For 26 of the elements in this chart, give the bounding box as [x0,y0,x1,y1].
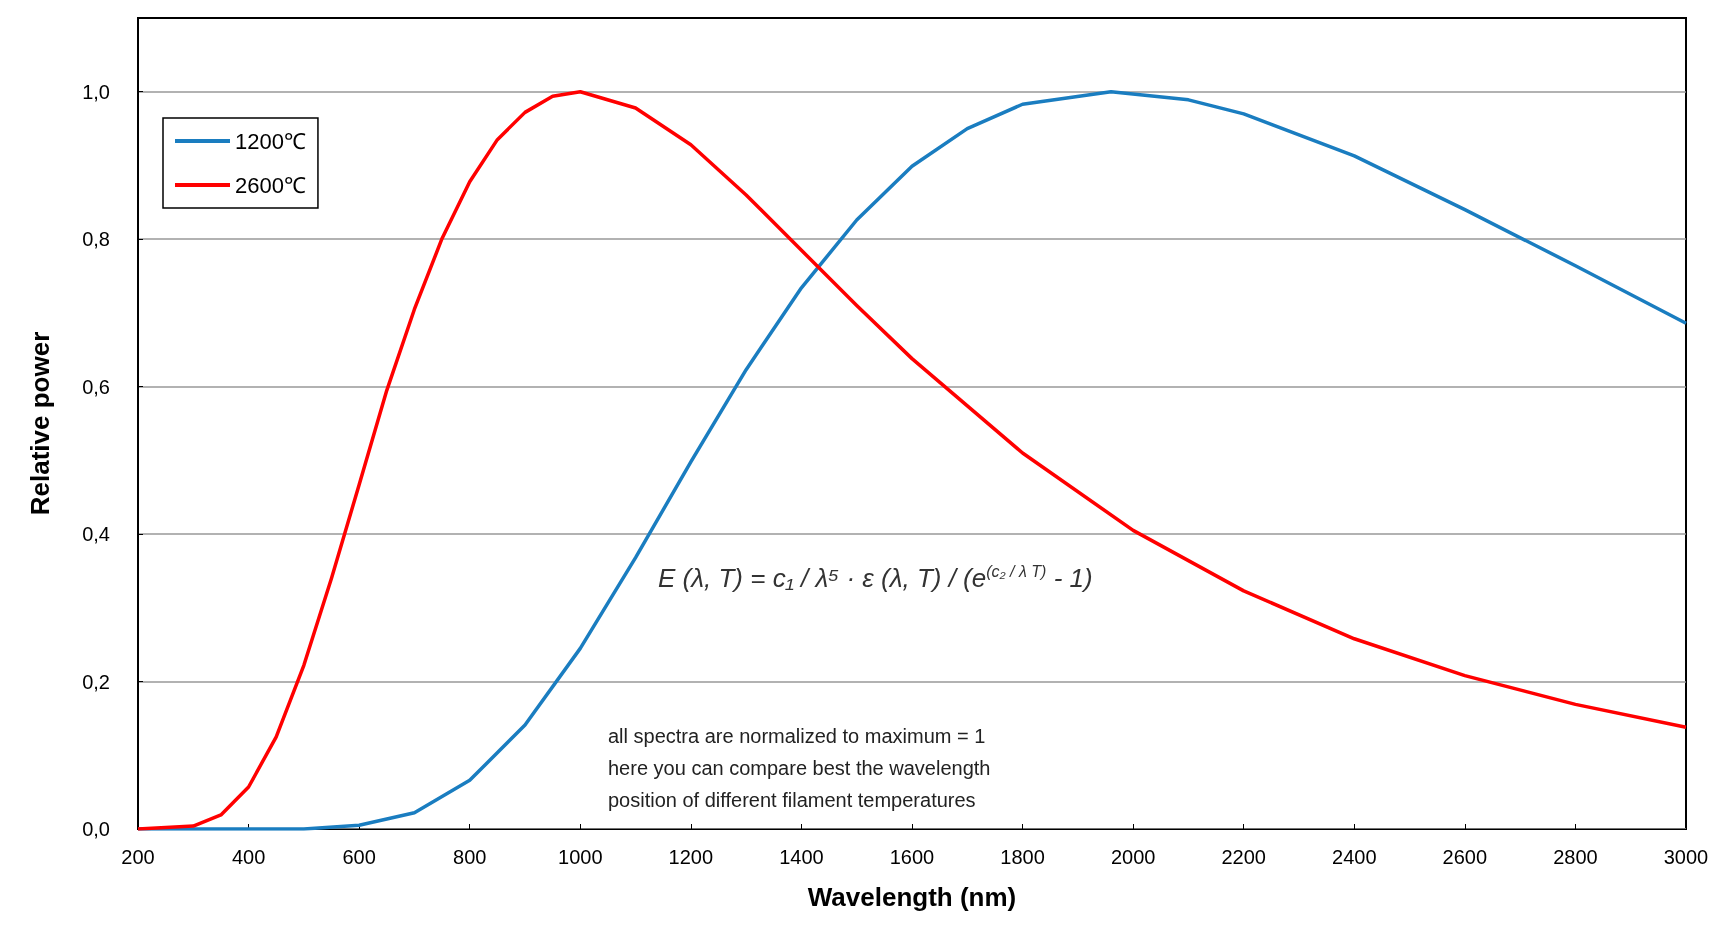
x-tick-label: 1800 [1000,846,1045,868]
x-axis-title: Wavelength (nm) [807,882,1017,912]
x-tick-label: 2400 [1332,846,1377,868]
x-tick-label: 1000 [558,846,603,868]
x-tick-label: 1600 [889,846,935,868]
annotation: all spectra are normalized to maximum = 1 here you can compare best the wavelength position of different filament temperatures [608,725,991,811]
x-tick-label: 2000 [1110,846,1156,868]
x-tick-label: 600 [342,846,376,868]
y-tick-label: 0,4 [82,523,110,546]
y-axis-title: Relative power [25,331,55,516]
x-tick-label: 2200 [1221,846,1266,868]
legend-label: 2600℃ [235,172,306,198]
x-tick-label: 2600 [1442,846,1488,868]
x-tick-label: 400 [231,846,266,868]
y-tick-label: 0,2 [82,670,110,693]
y-tick-label: 1,0 [82,80,110,103]
y-tick-label: 0,0 [82,818,110,840]
legend-label: 1200℃ [235,128,306,154]
x-tick-label: 3000 [1663,846,1709,868]
y-tick-label: 0,6 [82,375,110,398]
x-tick-label: 200 [121,846,155,868]
x-tick-label: 2800 [1553,846,1598,868]
x-tick-label: 800 [453,846,487,868]
x-tick-label: 1200 [668,846,714,868]
x-tick-label: 1400 [779,846,824,868]
y-tick-label: 0,8 [82,228,110,251]
